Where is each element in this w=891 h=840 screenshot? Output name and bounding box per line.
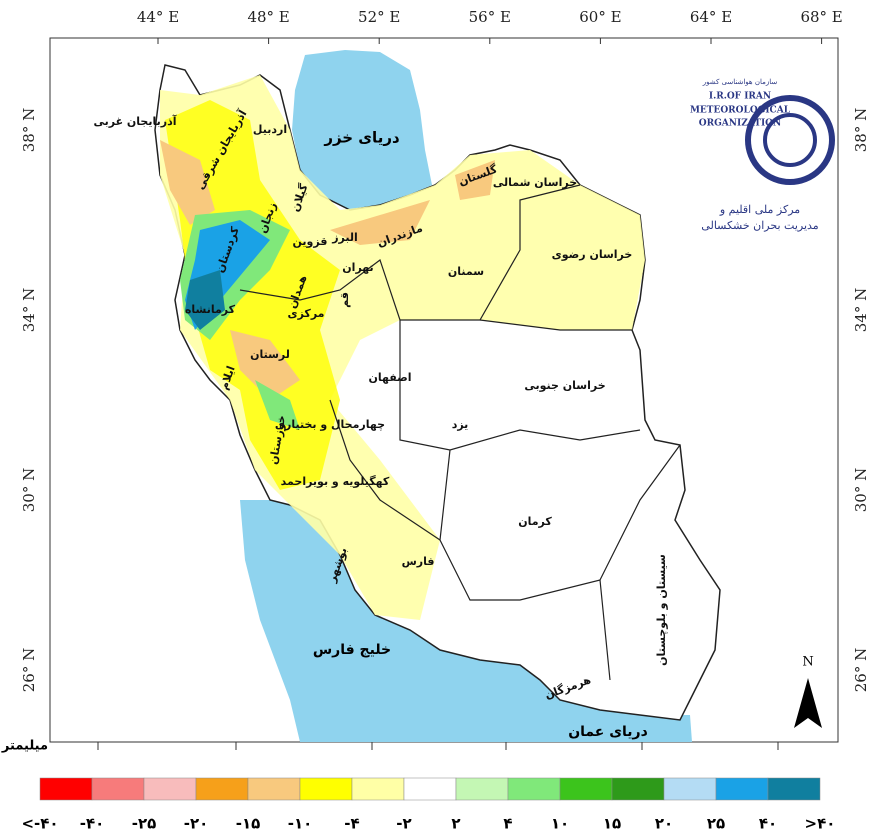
legend-swatch — [403, 777, 457, 801]
legend-swatch — [195, 777, 249, 801]
orange-zone — [160, 140, 495, 400]
province-label: خراسان رضوی — [552, 248, 633, 261]
dark-blue-zone — [185, 270, 225, 330]
legend-label: ۱۵ — [603, 815, 621, 833]
legend-label: ۲ — [451, 815, 460, 833]
legend-label: -۲۵ — [132, 815, 157, 833]
persian-gulf — [240, 500, 692, 742]
lon-label: 48° E — [247, 8, 289, 26]
lon-label: 64° E — [690, 8, 732, 26]
province-label: خراسان شمالی — [493, 176, 577, 189]
province-label: قزوین — [293, 235, 328, 248]
logo-text: METEOROLOGICAL — [690, 106, 791, 116]
province-label: کرمان — [518, 515, 552, 528]
province-label: خراسان جنوبی — [524, 379, 605, 392]
province-label: اصفهان — [368, 371, 411, 384]
province-border — [599, 444, 681, 581]
lat-label: 30° N — [852, 468, 870, 512]
legend-unit: میلیمتر — [1, 739, 48, 754]
legend-swatch — [559, 777, 613, 801]
legend-swatch — [507, 777, 561, 801]
lat-label: 38° N — [852, 108, 870, 152]
legend-swatch — [299, 777, 353, 801]
province-label: آذربایجان غربی — [93, 114, 176, 128]
province-border — [439, 449, 611, 681]
sea-label: دریای عمان — [568, 724, 648, 740]
legend-swatch — [767, 777, 821, 801]
logo-text: ORGANIZATION — [699, 119, 781, 129]
logo-text: سازمان هواشناسی کشور — [702, 78, 778, 86]
legend-swatch — [91, 777, 145, 801]
legend-swatch — [455, 777, 509, 801]
legend-swatch — [39, 777, 93, 801]
north-arrow-shape — [794, 678, 822, 728]
province-border — [329, 399, 441, 541]
legend-swatch — [247, 777, 301, 801]
lon-label: 52° E — [358, 8, 400, 26]
legend-label: ۲۵ — [707, 815, 725, 833]
province-label: مرکزی — [288, 307, 325, 320]
legend-label: -۱۰ — [288, 815, 313, 833]
legend-label: ۴ — [503, 815, 512, 833]
province-label: لرستان — [250, 348, 290, 361]
legend-label: ۴۰ — [759, 815, 777, 833]
province-border — [479, 319, 632, 331]
logo-text: I.R.OF IRAN — [709, 92, 771, 102]
lat-label: 26° N — [852, 648, 870, 692]
lat-label: 26° N — [20, 648, 38, 692]
legend-label: -۲ — [396, 815, 411, 833]
legend-label: ۲۰ — [655, 815, 673, 833]
province-label: البرز — [331, 231, 358, 244]
logo-inner — [763, 113, 817, 167]
legend-label: -۲۰ — [184, 815, 209, 833]
province-label: فارس — [402, 555, 435, 568]
legend-label: <-۴۰ — [21, 815, 58, 833]
legend-label: ۱۰ — [551, 815, 569, 833]
legend-swatch — [143, 777, 197, 801]
legend-swatch — [663, 777, 717, 801]
legend-label: >۴۰ — [805, 815, 836, 833]
province-borders — [239, 184, 681, 681]
sea-label: خلیج فارس — [313, 642, 391, 658]
legend-swatch — [715, 777, 769, 801]
logo: سازمان هواشناسی کشور I.R.OF IRAN METEORO… — [690, 78, 835, 232]
province-label: قم — [338, 292, 351, 308]
province-border — [399, 320, 641, 451]
lon-label: 68° E — [800, 8, 842, 26]
lon-label: 44° E — [137, 8, 179, 26]
lon-label: 60° E — [579, 8, 621, 26]
caspian-sea — [292, 50, 432, 210]
province-label: اردبیل — [253, 123, 287, 136]
province-label: کرمانشاه — [185, 303, 236, 316]
logo-text: مرکز ملی اقلیم و — [719, 203, 800, 216]
lat-label: 34° N — [20, 288, 38, 332]
sea-label: دریای خزر — [323, 129, 400, 147]
legend-label: -۴ — [344, 815, 359, 833]
lat-label: 34° N — [852, 288, 870, 332]
north-label: N — [802, 655, 813, 670]
province-label: سمنان — [448, 265, 484, 278]
province-border — [239, 259, 401, 321]
province-label: چهارمحال و بختیاری — [275, 418, 385, 431]
province-label: تهران — [342, 261, 373, 274]
logo-text: مدیریت بحران خشکسالی — [701, 219, 818, 232]
province-label: یزد — [452, 418, 469, 431]
lat-label: 38° N — [20, 108, 38, 152]
lon-label: 56° E — [469, 8, 511, 26]
north-arrow: N — [794, 655, 822, 728]
lat-label: 30° N — [20, 468, 38, 512]
legend-label: -۱۵ — [236, 815, 261, 833]
province-border — [400, 184, 581, 321]
province-label: کهگیلویه و بویراحمد — [281, 475, 390, 488]
legend-swatch — [351, 777, 405, 801]
logo-ring — [745, 95, 835, 185]
legend-swatch — [611, 777, 665, 801]
legend-label: -۴۰ — [80, 815, 105, 833]
province-label: سیستان و بلوچستان — [655, 554, 668, 666]
